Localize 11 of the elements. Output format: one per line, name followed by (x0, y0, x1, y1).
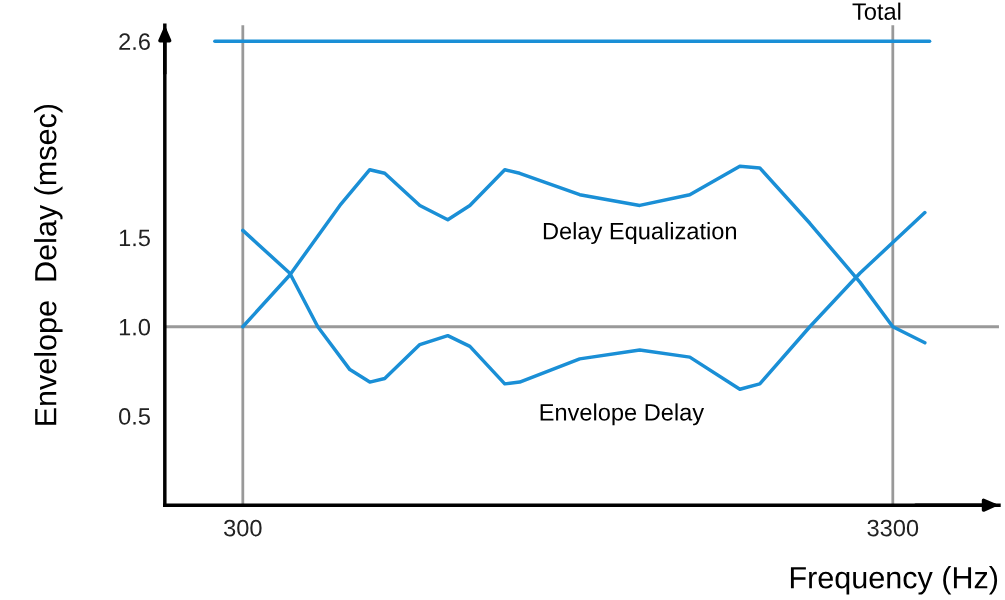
y-tick-label: 0.5 (119, 408, 150, 425)
x-tick-label: 3300 (867, 519, 919, 537)
y-tick-label: 1.0 (119, 318, 151, 336)
y-axis-title: Envelope Delay (msec) (34, 104, 63, 425)
y-tick-label: 1.5 (119, 229, 150, 247)
x-axis-title: Frequency (Hz) (790, 566, 998, 595)
series-label: Delay Equalization (543, 222, 736, 245)
series-label: Total (852, 2, 901, 20)
series-label: Envelope Delay (540, 403, 705, 426)
y-tick-label: 2.6 (119, 33, 150, 51)
x-tick-label: 300 (224, 519, 262, 537)
